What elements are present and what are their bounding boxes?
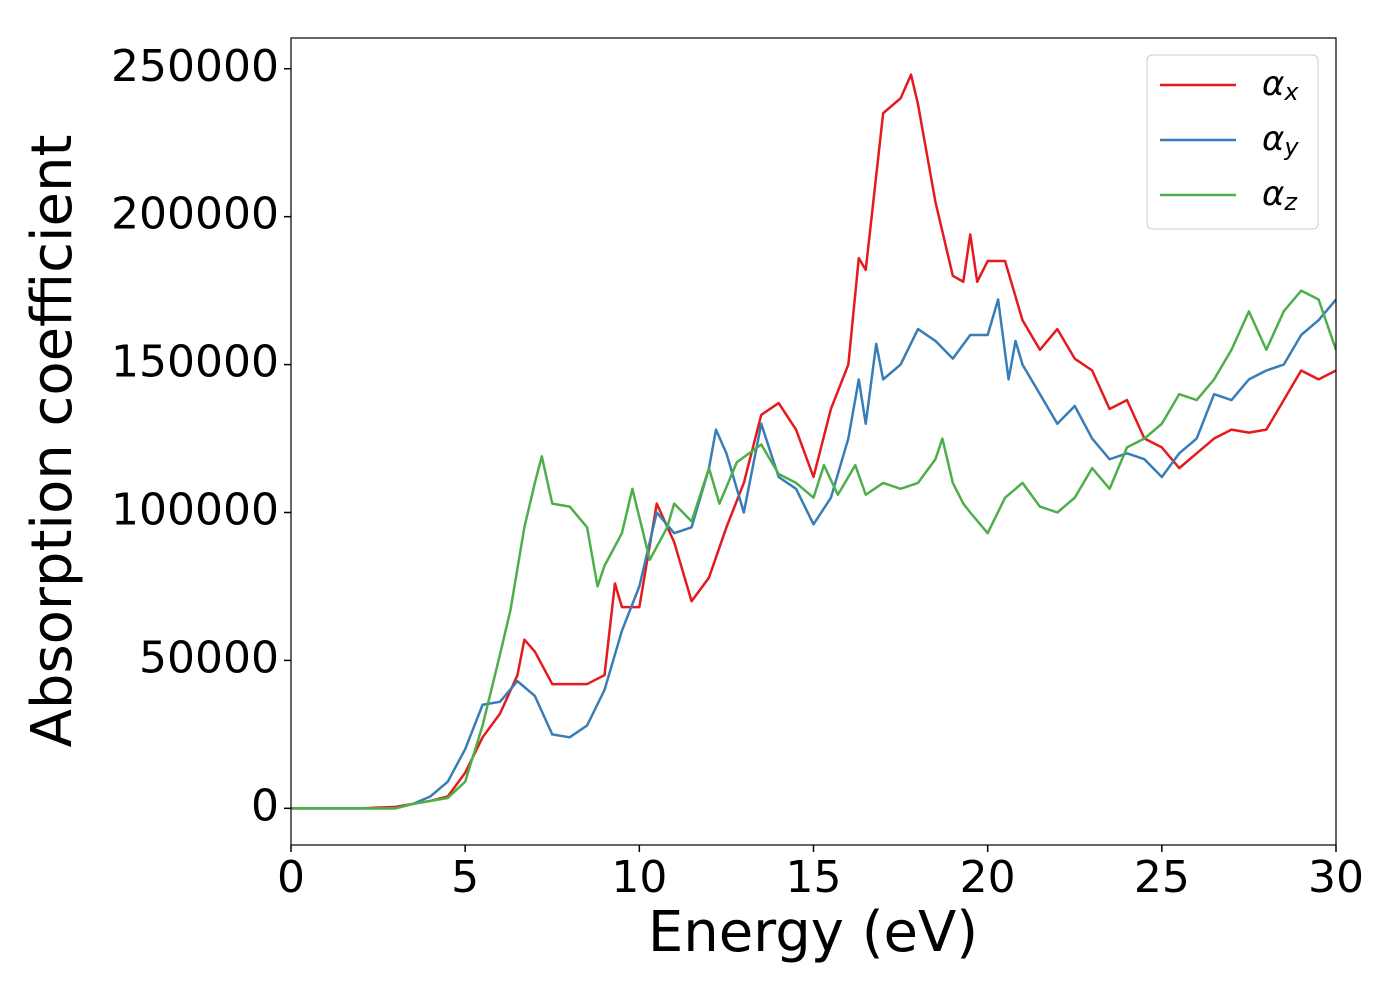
y-tick-label: 150000	[111, 337, 279, 388]
legend-label: αy	[1262, 119, 1299, 162]
x-tick-label: 15	[786, 852, 842, 903]
y-tick-label: 250000	[111, 41, 279, 92]
y-axis-label: Absorption coefficient	[20, 135, 85, 748]
line	[291, 289, 1336, 810]
line	[291, 73, 1336, 810]
x-tick-label: 20	[960, 852, 1016, 903]
y-tick-label: 50000	[139, 632, 279, 683]
y-tick-label: 0	[251, 780, 279, 831]
y-tick-label: 100000	[111, 484, 279, 535]
y-tick-label: 200000	[111, 189, 279, 240]
x-tick-label: 5	[451, 852, 479, 903]
x-tick-label: 25	[1134, 852, 1190, 903]
x-tick-label: 30	[1308, 852, 1364, 903]
x-axis-label: Energy (eV)	[648, 900, 978, 965]
legend-box	[1146, 54, 1319, 230]
plot-frame	[290, 37, 1337, 846]
x-tick-label: 0	[277, 852, 305, 903]
line	[291, 298, 1336, 810]
legend-label: αz	[1262, 174, 1298, 217]
x-tick-label: 10	[611, 852, 667, 903]
legend-label: αx	[1262, 64, 1299, 107]
